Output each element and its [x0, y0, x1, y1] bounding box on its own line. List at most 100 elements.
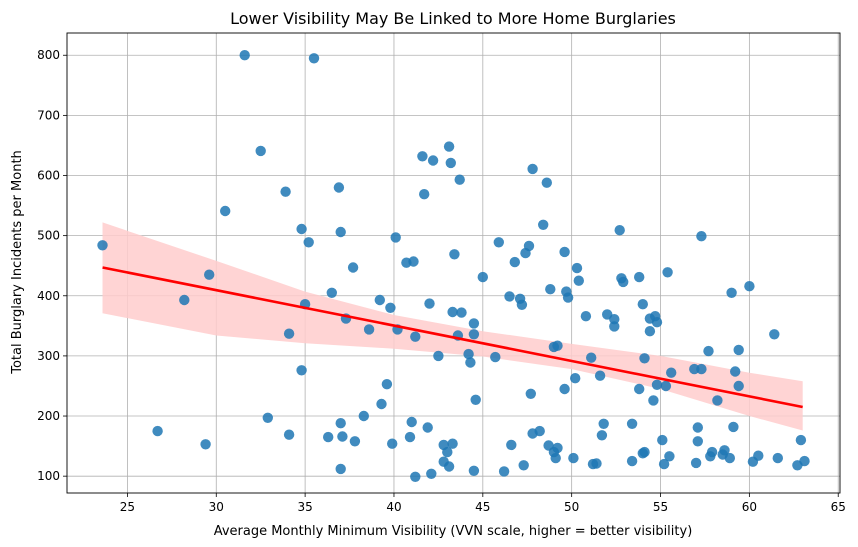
data-point: [470, 394, 481, 405]
data-point: [692, 436, 703, 447]
data-point: [534, 425, 545, 437]
data-point: [443, 461, 455, 472]
data-point: [509, 256, 520, 268]
regression-line-group: [102, 266, 803, 409]
data-point: [609, 314, 620, 325]
data-point: [408, 256, 419, 267]
data-point: [456, 307, 467, 318]
data-point: [651, 317, 663, 328]
data-point: [795, 434, 807, 446]
data-point: [358, 410, 369, 422]
confidence-band-group: [102, 222, 803, 431]
data-point: [426, 468, 437, 479]
data-point: [568, 452, 579, 464]
x-tick-label: 30: [209, 500, 224, 514]
data-point: [664, 451, 675, 462]
data-point: [525, 388, 536, 399]
data-point: [545, 284, 556, 295]
data-point: [724, 452, 735, 464]
data-point: [493, 237, 504, 248]
data-point: [468, 329, 480, 340]
data-point: [410, 331, 421, 342]
data-point: [404, 431, 416, 443]
data-point: [349, 436, 361, 447]
data-point: [283, 429, 295, 440]
data-point: [454, 174, 465, 185]
data-point: [179, 294, 190, 306]
y-tick-label: 300: [37, 349, 60, 363]
data-point: [541, 177, 552, 188]
data-point: [626, 418, 638, 429]
data-point: [657, 434, 668, 446]
data-point: [552, 340, 563, 351]
data-point: [516, 299, 528, 310]
x-axis-ticks: 25 30 35 40 45 50 55 60 65: [120, 493, 846, 514]
data-point: [337, 431, 348, 442]
data-point: [591, 458, 602, 469]
data-point: [703, 345, 714, 357]
data-point: [447, 438, 458, 449]
x-tick-label: 35: [297, 500, 312, 514]
data-point: [335, 418, 346, 429]
data-point: [433, 350, 444, 362]
data-point: [712, 395, 723, 406]
data-point: [506, 439, 517, 451]
data-point: [744, 281, 755, 292]
data-point: [303, 237, 314, 248]
y-tick-label: 500: [37, 229, 60, 243]
data-point: [550, 452, 561, 464]
data-point: [152, 425, 163, 437]
data-point: [390, 232, 401, 243]
y-tick-label: 700: [37, 108, 60, 122]
data-point: [639, 446, 650, 458]
y-tick-label: 800: [37, 48, 60, 62]
data-point: [335, 226, 346, 238]
data-point: [651, 379, 663, 390]
data-point: [799, 455, 810, 467]
data-point: [614, 225, 625, 236]
data-point: [463, 348, 474, 360]
data-point: [538, 219, 549, 230]
y-tick-label: 600: [37, 169, 60, 183]
x-tick-label: 60: [742, 500, 757, 514]
plot-frame: [66, 32, 841, 494]
data-point: [634, 271, 645, 283]
data-point: [626, 455, 638, 467]
data-point: [618, 276, 629, 288]
data-point: [220, 205, 231, 217]
data-point: [706, 446, 718, 458]
data-point: [772, 452, 783, 464]
data-point: [239, 50, 250, 61]
data-point: [719, 445, 730, 456]
data-point: [504, 291, 515, 302]
data-point: [468, 318, 480, 329]
data-point: [571, 262, 583, 274]
data-point: [374, 294, 385, 306]
data-point: [498, 466, 510, 477]
data-point: [637, 299, 648, 310]
x-tick-label: 50: [564, 500, 579, 514]
data-point: [406, 416, 417, 428]
data-point: [639, 353, 650, 364]
data-point: [424, 298, 435, 309]
y-axis-label: Total Burglary Incidents per Month: [10, 150, 25, 375]
data-points: [97, 50, 810, 482]
data-point: [552, 442, 563, 454]
x-tick-label: 65: [831, 500, 846, 514]
data-point: [523, 240, 535, 252]
data-point: [255, 145, 266, 157]
data-point: [586, 352, 597, 363]
data-point: [696, 363, 707, 375]
data-point: [570, 373, 581, 384]
y-tick-label: 200: [37, 409, 60, 423]
data-point: [419, 189, 430, 200]
data-point: [204, 269, 215, 280]
data-point: [518, 460, 529, 471]
data-point: [381, 379, 393, 390]
data-point: [644, 326, 656, 337]
data-point: [753, 450, 764, 461]
axes-frame: [66, 32, 841, 494]
data-point: [769, 329, 780, 340]
data-point: [696, 231, 707, 242]
